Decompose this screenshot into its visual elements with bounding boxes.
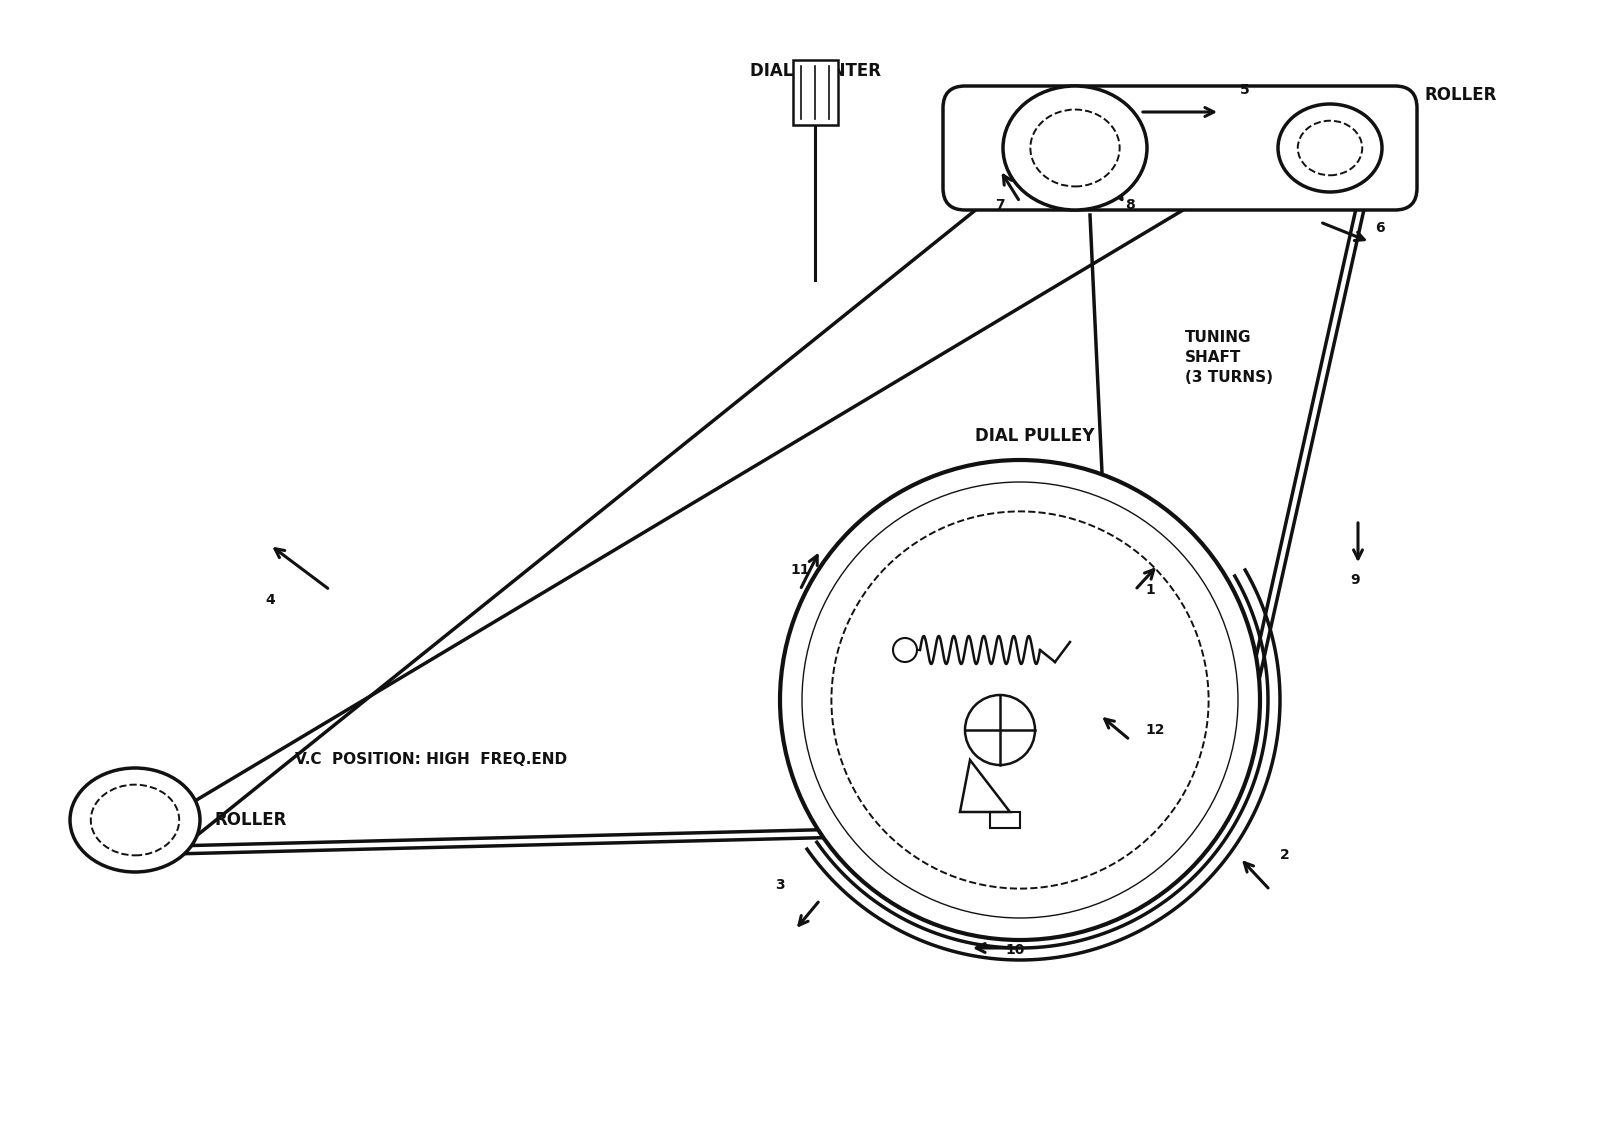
Ellipse shape [70, 768, 200, 872]
Bar [990, 812, 1021, 828]
Text: V.C  POSITION: HIGH  FREQ.END: V.C POSITION: HIGH FREQ.END [294, 752, 566, 768]
Text: ROLLER: ROLLER [214, 811, 288, 829]
Text: DIAL POINTER: DIAL POINTER [749, 62, 880, 80]
Circle shape [781, 460, 1261, 940]
Text: 11: 11 [790, 563, 810, 577]
Ellipse shape [1003, 86, 1147, 210]
Text: 7: 7 [995, 198, 1005, 211]
Text: 5: 5 [1240, 83, 1250, 97]
Text: 3: 3 [774, 878, 786, 892]
Text: 12: 12 [1146, 723, 1165, 737]
Text: 9: 9 [1350, 573, 1360, 587]
FancyBboxPatch shape [942, 86, 1418, 210]
Text: 1: 1 [1146, 582, 1155, 597]
Text: 8: 8 [1125, 198, 1134, 211]
Text: TUNING
SHAFT
(3 TURNS): TUNING SHAFT (3 TURNS) [1186, 330, 1274, 385]
Ellipse shape [1278, 104, 1382, 192]
Text: 4: 4 [266, 593, 275, 607]
Bar [792, 60, 837, 126]
Text: 2: 2 [1280, 848, 1290, 862]
Text: 6: 6 [1374, 221, 1386, 235]
Text: ROLLER: ROLLER [1426, 86, 1498, 104]
Text: DIAL PULLEY: DIAL PULLEY [976, 428, 1094, 444]
Text: 10: 10 [1005, 943, 1024, 957]
